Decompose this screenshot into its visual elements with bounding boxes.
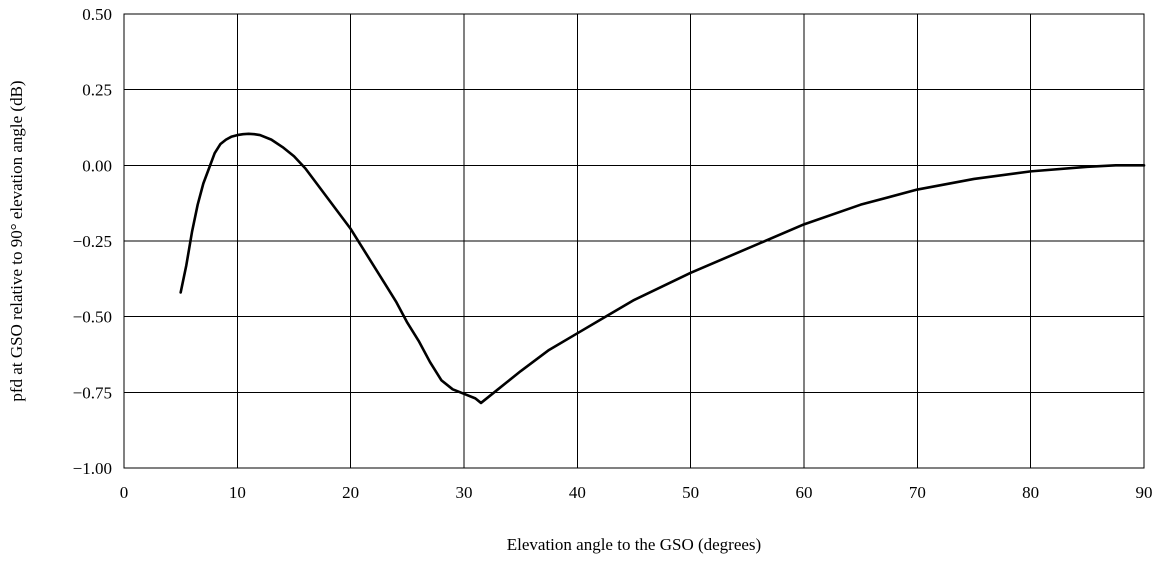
x-tick-label: 20: [342, 483, 359, 502]
y-axis-label: pfd at GSO relative to 90° elevation ang…: [7, 80, 26, 401]
series-layer: [179, 132, 1146, 405]
x-tick-label: 70: [909, 483, 926, 502]
x-tick-label: 30: [456, 483, 473, 502]
x-tick-label: 60: [796, 483, 813, 502]
x-axis-label: Elevation angle to the GSO (degrees): [507, 535, 761, 554]
y-tick-label: 0.25: [82, 81, 112, 100]
x-axis-ticks: 0 10 20 30 40 50 60 70 80 90: [120, 483, 1153, 502]
y-tick-label: −0.50: [73, 308, 112, 327]
y-tick-label: −1.00: [73, 459, 112, 478]
x-tick-label: 40: [569, 483, 586, 502]
series-line: [179, 132, 1146, 405]
x-tick-label: 90: [1136, 483, 1153, 502]
x-tick-label: 80: [1022, 483, 1039, 502]
y-tick-label: 0.00: [82, 156, 112, 175]
x-tick-label: 0: [120, 483, 129, 502]
y-tick-label: 0.50: [82, 5, 112, 24]
y-tick-label: −0.75: [73, 383, 112, 402]
x-tick-label: 10: [229, 483, 246, 502]
x-tick-label: 50: [682, 483, 699, 502]
grid: [123, 13, 1145, 469]
y-axis-ticks: 0.50 0.25 0.00 −0.25 −0.50 −0.75 −1.00: [73, 5, 112, 478]
plot-area-frame: [123, 13, 1145, 469]
y-tick-label: −0.25: [73, 232, 112, 251]
